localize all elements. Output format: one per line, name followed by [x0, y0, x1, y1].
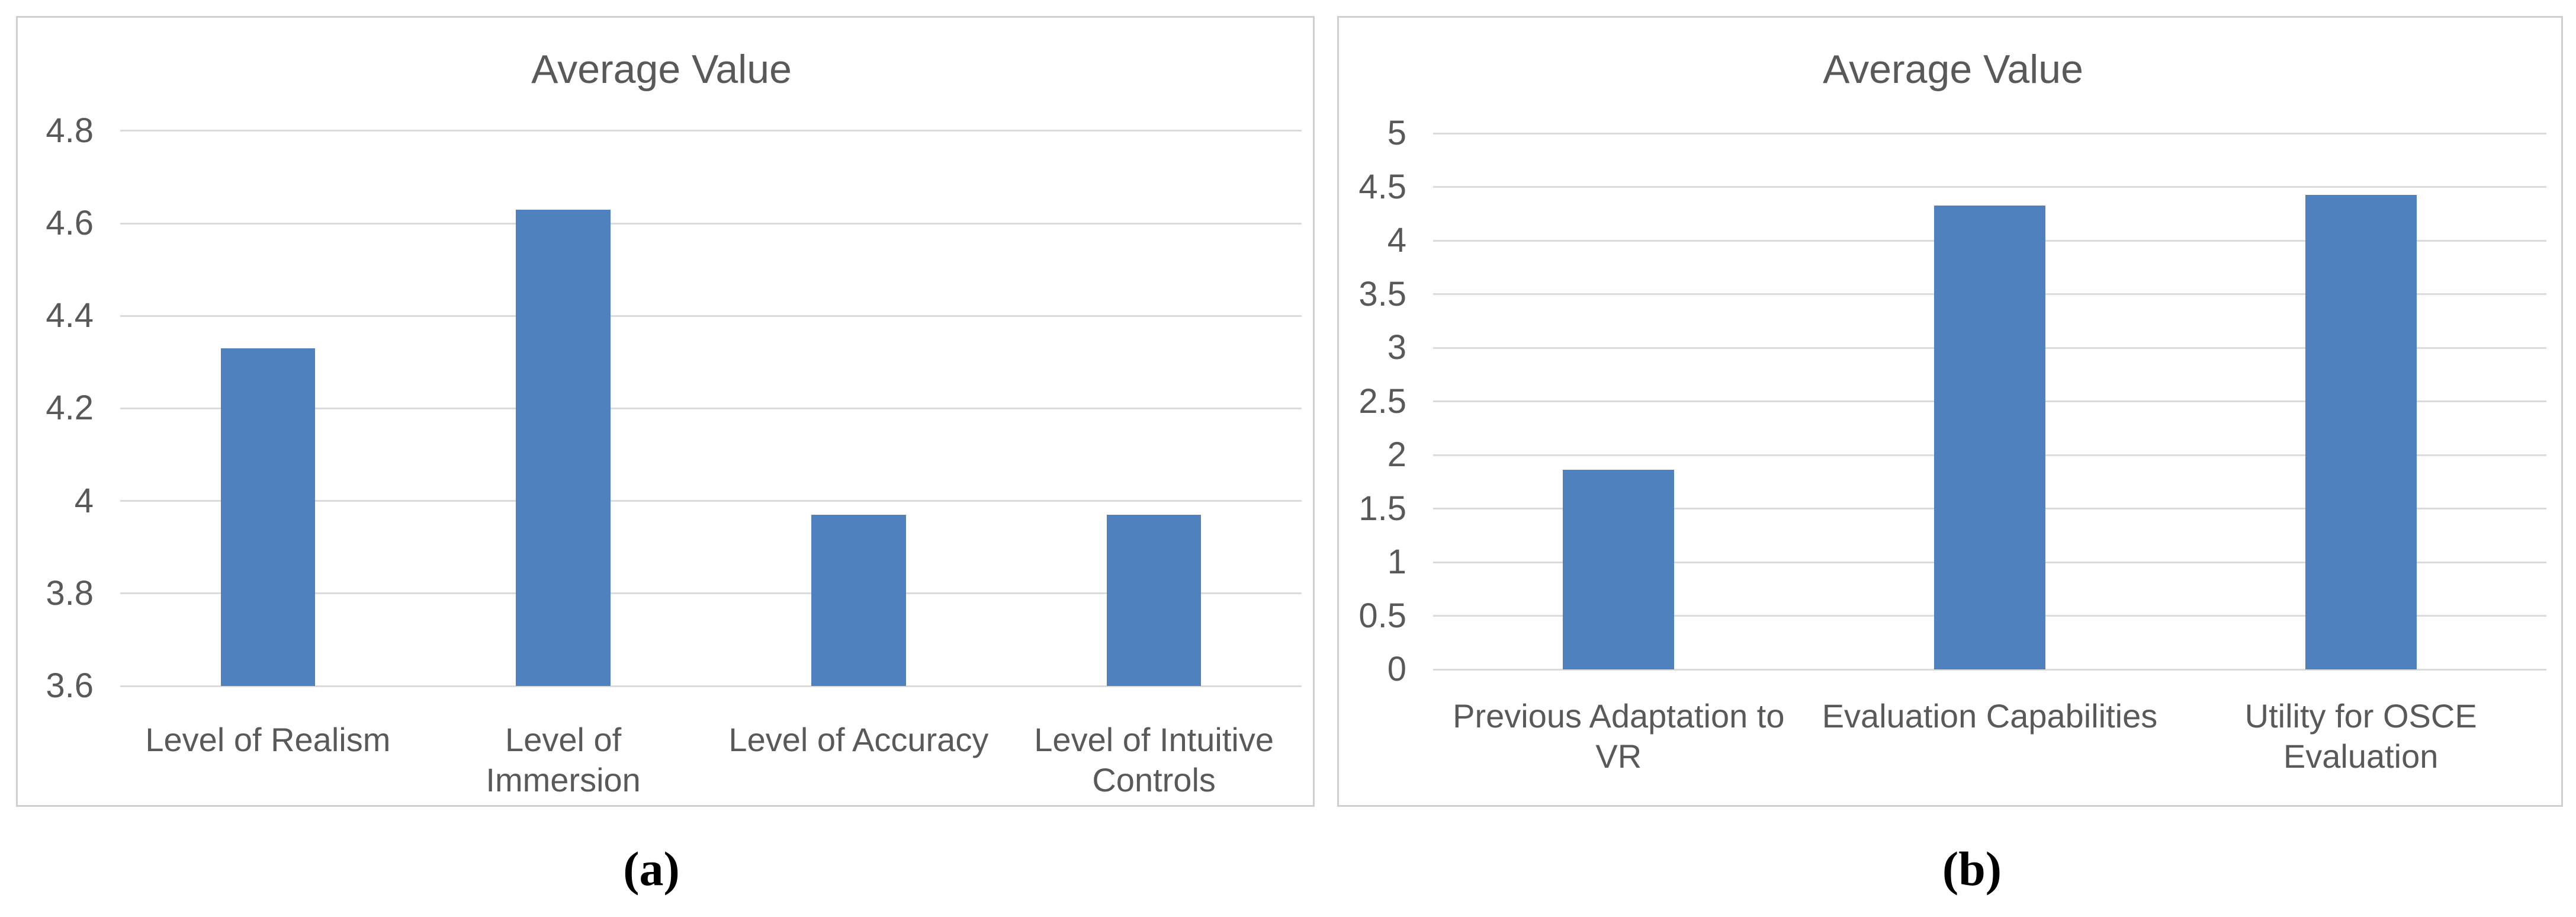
gridline — [120, 500, 1302, 502]
bar — [516, 209, 611, 686]
gridline — [120, 315, 1302, 317]
y-axis-tick-label: 4.4 — [46, 296, 94, 335]
y-axis-tick-label: 0.5 — [1358, 596, 1406, 635]
y-axis-tick-label: 2 — [1387, 435, 1406, 474]
plot-area: 5 4.5 4 3.5 3 2.5 2 1.5 1 0.5 0 Previous Adaptation… — [1358, 91, 2546, 775]
x-axis-category-label: Evaluation Capabilities — [1822, 697, 2158, 735]
bar — [1106, 515, 1202, 686]
y-axis-tick-label: 3.6 — [46, 666, 94, 705]
y-axis-tick-label: 4 — [74, 481, 94, 520]
y-axis-tick-label: 0 — [1387, 650, 1406, 688]
y-axis-tick-label: 4.6 — [46, 204, 94, 243]
figure-caption-b: (b) — [1942, 842, 2002, 896]
gridline — [120, 222, 1302, 225]
y-axis-tick-label: 4 — [1387, 221, 1406, 260]
y-axis-tick-label: 1 — [1387, 543, 1406, 582]
gridline — [1433, 186, 2546, 188]
x-axis-category-label: Previous Adaptation to VR — [1453, 697, 1785, 775]
x-axis-category-label: Level of Immersion — [486, 721, 641, 799]
y-axis-tick-label: 1.5 — [1358, 489, 1406, 528]
chart-panel-b: Average Value 5 4.5 4 3.5 3 2.5 2 1.5 1 0.5 0 Previ… — [1337, 16, 2563, 807]
gridline — [120, 407, 1302, 409]
y-axis-tick-label: 5 — [1387, 114, 1406, 153]
x-axis-category-label: Level of Realism — [145, 721, 391, 758]
bar — [2305, 194, 2417, 669]
x-axis-category-label: Level of Accuracy — [728, 721, 989, 758]
bar — [1934, 205, 2045, 669]
y-axis-tick-label: 2.5 — [1358, 381, 1406, 421]
x-axis-category-label: Utility for OSCE Evaluation — [2244, 697, 2477, 775]
gridline — [120, 592, 1302, 595]
y-axis-tick-label: 4.8 — [46, 111, 94, 150]
y-axis-tick-label: 4.2 — [46, 389, 94, 428]
chart-title: Average Value — [1823, 47, 2083, 92]
bar — [220, 348, 316, 686]
y-axis-tick-label: 4.5 — [1358, 167, 1406, 206]
gridline — [120, 130, 1302, 132]
bar — [1563, 470, 1675, 669]
x-axis-category-label: Level of Intuitive Controls — [1034, 721, 1274, 799]
y-axis-tick-label: 3.5 — [1358, 274, 1406, 313]
bar — [811, 515, 906, 686]
y-axis-tick-label: 3.8 — [46, 573, 94, 613]
gridline — [1433, 668, 2546, 671]
figure-caption-a: (a) — [623, 842, 680, 896]
chart-panel-a: Average Value 4.8 4.6 4.4 4.2 4 3.8 3.6 Level o… — [16, 16, 1315, 807]
y-axis-tick-label: 3 — [1387, 328, 1406, 367]
plot-area: 4.8 4.6 4.4 4.2 4 3.8 3.6 Level of Realism Level… — [46, 91, 1302, 799]
gridline — [120, 685, 1302, 687]
gridline — [1433, 132, 2546, 134]
chart-title: Average Value — [531, 47, 792, 92]
